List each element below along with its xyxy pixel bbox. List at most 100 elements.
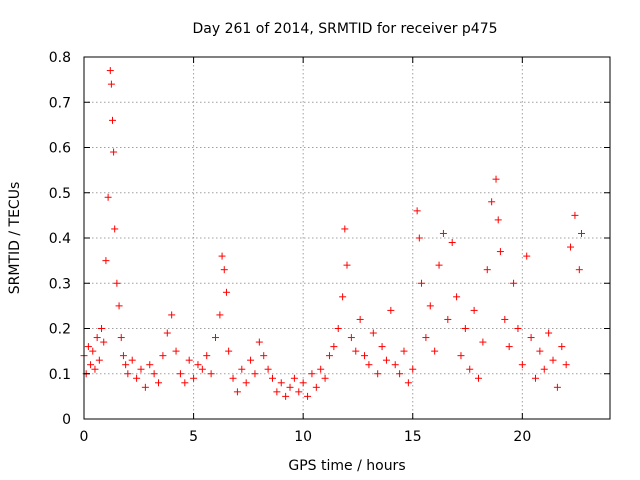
chart-title: Day 261 of 2014, SRMTID for receiver p47… bbox=[192, 21, 497, 37]
data-point bbox=[128, 356, 136, 364]
data-point bbox=[567, 243, 575, 251]
data-point bbox=[453, 293, 461, 301]
x-axis-label: GPS time / hours bbox=[288, 458, 405, 474]
data-point bbox=[343, 261, 351, 269]
data-point bbox=[100, 338, 108, 346]
data-point bbox=[172, 347, 180, 355]
data-point bbox=[457, 352, 465, 360]
data-point bbox=[194, 361, 202, 369]
data-point bbox=[321, 374, 329, 382]
data-point bbox=[247, 356, 255, 364]
x-tick-label: 10 bbox=[294, 429, 312, 445]
data-point bbox=[448, 239, 456, 247]
data-points bbox=[80, 67, 586, 400]
data-point bbox=[308, 370, 316, 378]
data-point bbox=[514, 325, 522, 332]
data-point bbox=[488, 198, 496, 206]
data-point bbox=[466, 365, 474, 373]
data-point bbox=[220, 266, 228, 274]
data-point bbox=[304, 392, 312, 400]
data-point bbox=[168, 311, 176, 319]
data-point bbox=[444, 315, 452, 323]
data-point bbox=[404, 379, 412, 387]
data-point bbox=[475, 374, 482, 382]
data-point bbox=[110, 148, 118, 156]
data-point bbox=[505, 343, 513, 351]
data-point bbox=[341, 225, 349, 233]
data-point bbox=[91, 365, 99, 373]
x-tick-label: 20 bbox=[513, 429, 531, 445]
data-point bbox=[523, 252, 531, 260]
data-point bbox=[334, 325, 342, 332]
data-point bbox=[104, 193, 112, 201]
data-point bbox=[185, 356, 193, 364]
y-tick-label: 0.7 bbox=[49, 95, 71, 111]
data-point bbox=[527, 334, 535, 342]
data-point bbox=[286, 383, 294, 391]
data-point bbox=[113, 279, 121, 287]
data-point bbox=[255, 338, 263, 346]
data-point bbox=[562, 361, 570, 369]
data-point bbox=[89, 347, 97, 355]
data-point bbox=[163, 329, 171, 337]
data-point bbox=[387, 306, 395, 314]
data-point bbox=[435, 261, 443, 269]
data-point bbox=[229, 374, 237, 382]
data-point bbox=[374, 370, 382, 378]
data-point bbox=[330, 343, 338, 351]
data-point bbox=[137, 365, 145, 373]
data-point bbox=[545, 329, 553, 337]
data-point bbox=[107, 80, 115, 88]
data-point bbox=[222, 288, 230, 296]
data-point bbox=[494, 216, 502, 224]
data-point bbox=[277, 379, 285, 387]
data-point bbox=[483, 266, 491, 274]
data-point bbox=[558, 343, 566, 351]
data-point bbox=[418, 279, 426, 287]
data-point bbox=[391, 361, 399, 369]
data-point bbox=[290, 374, 298, 382]
data-point bbox=[413, 207, 421, 215]
data-point bbox=[492, 175, 500, 183]
data-point bbox=[382, 356, 390, 364]
data-point bbox=[553, 383, 561, 391]
data-point bbox=[549, 356, 557, 364]
data-point bbox=[295, 388, 303, 396]
grid-lines bbox=[84, 57, 610, 419]
data-point bbox=[470, 306, 478, 314]
data-point bbox=[431, 347, 439, 355]
data-point bbox=[260, 352, 268, 360]
x-tick-label: 5 bbox=[189, 429, 198, 445]
data-point bbox=[150, 370, 158, 378]
data-point bbox=[510, 279, 518, 287]
y-tick-label: 0 bbox=[62, 412, 71, 428]
data-point bbox=[98, 325, 106, 332]
data-point bbox=[268, 374, 276, 382]
data-point bbox=[400, 347, 408, 355]
data-point bbox=[133, 374, 141, 382]
data-point bbox=[426, 302, 434, 310]
data-point bbox=[518, 361, 526, 369]
data-point bbox=[461, 325, 469, 332]
data-point bbox=[299, 379, 307, 387]
x-tick-label: 15 bbox=[404, 429, 422, 445]
data-point bbox=[422, 334, 430, 342]
data-point bbox=[571, 211, 579, 219]
data-point bbox=[496, 248, 504, 256]
data-point bbox=[159, 352, 167, 360]
data-point bbox=[415, 234, 423, 242]
data-point bbox=[378, 343, 386, 351]
data-point bbox=[119, 352, 127, 360]
data-point bbox=[536, 347, 544, 355]
data-point bbox=[216, 311, 224, 319]
data-point bbox=[117, 334, 125, 342]
data-point bbox=[531, 374, 539, 382]
y-tick-label: 0.8 bbox=[49, 50, 71, 66]
y-tick-label: 0.6 bbox=[49, 141, 71, 157]
data-point bbox=[212, 334, 219, 342]
data-point bbox=[361, 352, 369, 360]
y-tick-label: 0.1 bbox=[49, 367, 71, 383]
data-point bbox=[479, 338, 487, 346]
data-point bbox=[317, 365, 325, 373]
